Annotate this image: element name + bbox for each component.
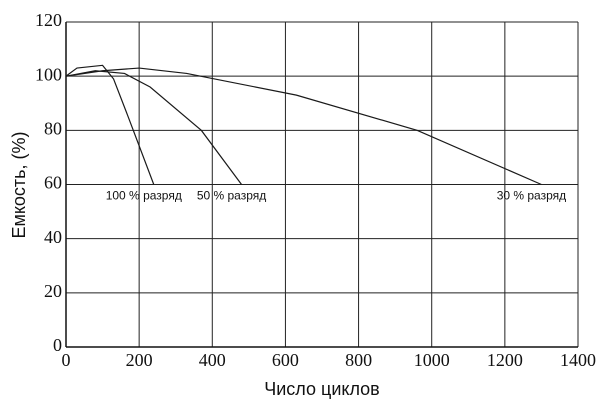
x-tick-label: 0 bbox=[62, 350, 71, 370]
x-tick-label: 400 bbox=[199, 350, 226, 370]
series-label: 100 % разряд bbox=[106, 189, 182, 203]
x-tick-label: 600 bbox=[272, 350, 299, 370]
x-tick-label: 200 bbox=[126, 350, 153, 370]
y-tick-label: 20 bbox=[44, 281, 62, 301]
y-tick-label: 120 bbox=[35, 10, 62, 30]
line bbox=[65, 70, 243, 185]
series-label: 50 % разряд bbox=[197, 189, 266, 203]
series-label: 30 % разряд bbox=[497, 189, 566, 203]
y-axis-label: Емкость, (%) bbox=[9, 131, 29, 238]
y-tick-label: 40 bbox=[44, 227, 62, 247]
x-tick-label: 1200 bbox=[487, 350, 523, 370]
x-axis-label: Число циклов bbox=[264, 379, 380, 399]
x-tick-label: 1000 bbox=[414, 350, 450, 370]
line bbox=[65, 64, 155, 185]
x-tick-label: 1400 bbox=[560, 350, 596, 370]
y-tick-label: 60 bbox=[44, 173, 62, 193]
line bbox=[65, 67, 542, 186]
y-tick-label: 100 bbox=[35, 64, 62, 84]
x-tick-label: 800 bbox=[345, 350, 372, 370]
y-tick-label: 80 bbox=[44, 118, 62, 138]
y-tick-label: 0 bbox=[53, 335, 62, 355]
